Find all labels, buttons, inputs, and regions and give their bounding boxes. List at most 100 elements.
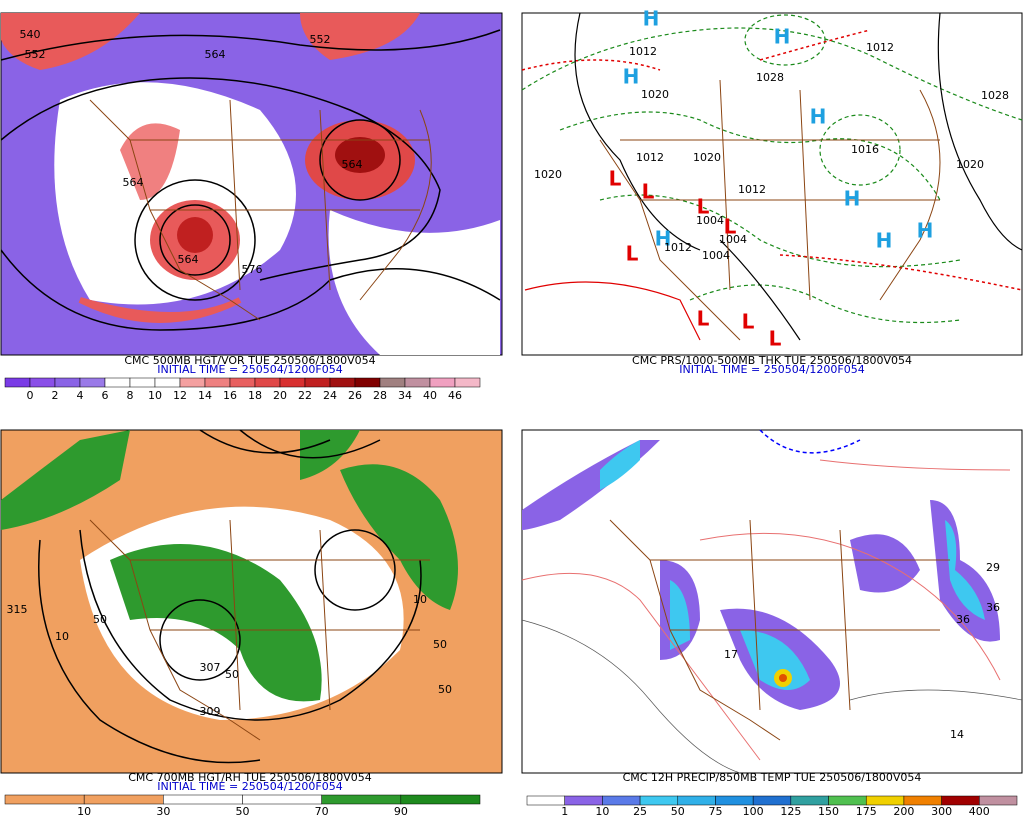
contour-label: 50 xyxy=(438,683,452,696)
caption: CMC 12H PRECIP/850MB TEMP TUE 250506/180… xyxy=(623,771,922,784)
colorbar-box xyxy=(279,377,306,388)
contour-label: 29 xyxy=(986,561,1000,574)
contour-label: 1004 xyxy=(702,249,730,262)
colorbar-box xyxy=(154,377,181,388)
colorbar-label: 12 xyxy=(173,389,187,402)
map-humidity xyxy=(0,429,503,774)
colorbar-label: 22 xyxy=(298,389,312,402)
colorbar-label: 30 xyxy=(156,805,170,818)
contour-label: 36 xyxy=(956,613,970,626)
colorbar-label: 18 xyxy=(248,389,262,402)
colorbar-box xyxy=(83,794,164,805)
colorbar-label: 50 xyxy=(671,805,685,818)
high-marker: H xyxy=(844,187,861,211)
colorbar-label: 10 xyxy=(77,805,91,818)
colorbar-box xyxy=(379,377,406,388)
colorbar-label: 20 xyxy=(273,389,287,402)
colorbar-box xyxy=(639,795,679,806)
contour-label: 1012 xyxy=(866,41,894,54)
contour-label: 1020 xyxy=(641,88,669,101)
high-marker: H xyxy=(655,227,672,251)
high-marker: H xyxy=(917,219,934,243)
colorbar-box xyxy=(752,795,792,806)
colorbar-label: 400 xyxy=(969,805,990,818)
contour-label: 17 xyxy=(724,648,738,661)
colorbar-box xyxy=(903,795,942,806)
contour-label: 1012 xyxy=(636,151,664,164)
colorbar-label: 26 xyxy=(348,389,362,402)
contour-label: 10 xyxy=(55,630,69,643)
colorbar-box xyxy=(526,795,565,806)
colorbar-label: 50 xyxy=(236,805,250,818)
colorbar-box xyxy=(163,794,243,805)
contour-label: 315 xyxy=(7,603,28,616)
initial-time: INITIAL TIME = 250504/1200F054 xyxy=(157,780,342,793)
colorbar-label: 46 xyxy=(448,389,462,402)
colorbar-box xyxy=(354,377,381,388)
colorbar-label: 28 xyxy=(373,389,387,402)
map-pressure xyxy=(521,12,1023,356)
colorbar-label: 40 xyxy=(423,389,437,402)
high-marker: H xyxy=(623,65,640,89)
contour-label: 1020 xyxy=(956,158,984,171)
low-marker: L xyxy=(724,215,737,239)
contour-label: 1020 xyxy=(534,168,562,181)
colorbar-label: 300 xyxy=(931,805,952,818)
contour-label: 1012 xyxy=(664,241,692,254)
contour-label: 1020 xyxy=(693,151,721,164)
caption: CMC 500MB HGT/VOR TUE 250506/1800V054 xyxy=(124,354,375,367)
contour-label: 1004 xyxy=(719,233,747,246)
map-vorticity xyxy=(0,12,503,356)
low-marker: L xyxy=(769,327,782,351)
high-marker: H xyxy=(876,229,893,253)
low-marker: L xyxy=(642,180,655,204)
contour-label: 10 xyxy=(413,593,427,606)
colorbar-box xyxy=(4,794,85,805)
high-marker: H xyxy=(810,105,827,129)
contour-label: 1004 xyxy=(696,214,724,227)
colorbar-box xyxy=(454,377,481,388)
colorbar-box xyxy=(321,794,402,805)
high-marker: H xyxy=(643,7,660,31)
contour-label: 50 xyxy=(225,668,239,681)
colorbar-label: 25 xyxy=(633,805,647,818)
contour-label: 36 xyxy=(986,601,1000,614)
colorbar-box xyxy=(329,377,356,388)
contour-label: 564 xyxy=(123,176,144,189)
caption: CMC PRS/1000-500MB THK TUE 250506/1800V0… xyxy=(632,354,912,367)
map-precip xyxy=(521,429,1023,774)
caption: CMC 700MB HGT/RH TUE 250506/1800V054 xyxy=(128,771,372,784)
colorbar-label: 75 xyxy=(708,805,722,818)
colorbar-box xyxy=(54,377,81,388)
colorbar-label: 34 xyxy=(398,389,412,402)
colorbar-box xyxy=(79,377,106,388)
colorbar-label: 6 xyxy=(102,389,109,402)
low-marker: L xyxy=(609,167,622,191)
colorbar-label: 8 xyxy=(127,389,134,402)
colorbar-label: 175 xyxy=(856,805,877,818)
contour-label: 564 xyxy=(342,158,363,171)
colorbar-label: 0 xyxy=(27,389,34,402)
contour-label: 1012 xyxy=(738,183,766,196)
colorbar-label: 10 xyxy=(595,805,609,818)
colorbar-box xyxy=(400,794,481,805)
contour-label: 576 xyxy=(242,263,263,276)
colorbar-box xyxy=(865,795,905,806)
colorbar-box xyxy=(404,377,431,388)
colorbar-box xyxy=(179,377,206,388)
low-marker: L xyxy=(697,307,710,331)
contour-label: 307 xyxy=(200,661,221,674)
colorbar-box xyxy=(254,377,281,388)
colorbar-box xyxy=(790,795,829,806)
contour-label: 552 xyxy=(310,33,331,46)
contour-label: 1016 xyxy=(851,143,879,156)
contour-label: 552 xyxy=(25,48,46,61)
contour-label: 1028 xyxy=(756,71,784,84)
colorbar-box xyxy=(204,377,231,388)
colorbar-box xyxy=(29,377,56,388)
colorbar-label: 90 xyxy=(394,805,408,818)
colorbar-label: 70 xyxy=(315,805,329,818)
colorbar-label: 2 xyxy=(52,389,59,402)
colorbar-label: 16 xyxy=(223,389,237,402)
colorbar-box xyxy=(979,795,1018,806)
